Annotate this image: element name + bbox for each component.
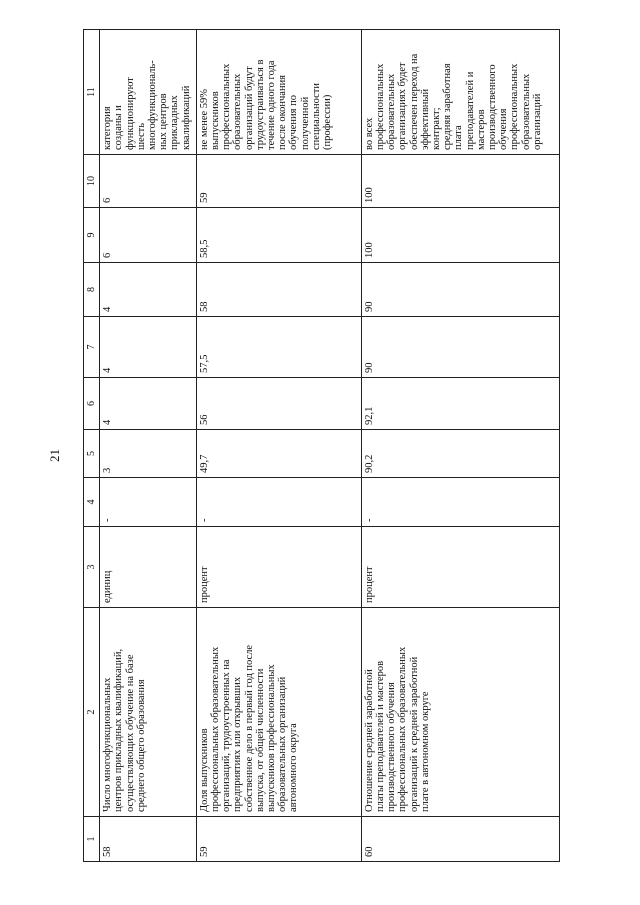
value-col9: 58,5 (196, 207, 362, 263)
value-col7: 57,5 (196, 316, 362, 378)
indicators-table: 1 2 3 4 5 6 7 8 9 10 11 58 Число многофу… (83, 29, 560, 862)
table-row: 60 Отношение средней заработной платы пр… (361, 29, 560, 862)
value-col4: - (99, 477, 197, 527)
column-header: 2 (83, 607, 100, 817)
column-header: 9 (83, 207, 100, 263)
column-header: 7 (83, 316, 100, 378)
column-header: 4 (83, 477, 100, 527)
rotated-table-frame: 1 2 3 4 5 6 7 8 9 10 11 58 Число многофу… (83, 29, 560, 862)
expected-result: не менее 59% выпускников профессиональны… (196, 29, 362, 155)
value-col4: - (196, 477, 362, 527)
value-col10: 59 (196, 154, 362, 208)
value-col10: 100 (361, 154, 560, 208)
row-number: 59 (196, 816, 362, 862)
value-col4: - (361, 477, 560, 527)
row-number: 58 (99, 816, 197, 862)
row-number: 60 (361, 816, 560, 862)
value-col5: 90,2 (361, 429, 560, 478)
value-col8: 90 (361, 262, 560, 317)
value-col5: 49,7 (196, 429, 362, 478)
column-header: 6 (83, 377, 100, 430)
unit: процент (196, 526, 362, 608)
column-header: 5 (83, 429, 100, 478)
column-number-row: 1 2 3 4 5 6 7 8 9 10 11 (83, 29, 100, 862)
table-row: 58 Число многофункциональных центров при… (99, 29, 197, 862)
indicator-name: Доля выпускников профессиональных образо… (196, 607, 362, 817)
value-col7: 4 (99, 316, 197, 378)
value-col6: 56 (196, 377, 362, 430)
indicator-name: Число многофункциональных центров прикла… (99, 607, 197, 817)
value-col6: 4 (99, 377, 197, 430)
value-col9: 100 (361, 207, 560, 263)
column-header: 8 (83, 262, 100, 317)
column-header: 3 (83, 526, 100, 608)
expected-result: категория созданы и функционируют шесть … (99, 29, 197, 155)
value-col8: 4 (99, 262, 197, 317)
value-col10: 6 (99, 154, 197, 208)
value-col8: 58 (196, 262, 362, 317)
column-header: 10 (83, 154, 100, 208)
unit: единиц (99, 526, 197, 608)
column-header: 11 (83, 29, 100, 155)
value-col5: 3 (99, 429, 197, 478)
table-row: 59 Доля выпускников профессиональных обр… (196, 29, 362, 862)
value-col9: 6 (99, 207, 197, 263)
value-col7: 90 (361, 316, 560, 378)
value-col6: 92,1 (361, 377, 560, 430)
column-header: 1 (83, 816, 100, 862)
expected-result: во всех профессиональных образовательных… (361, 29, 560, 155)
page-number: 21 (47, 449, 62, 462)
unit: процент (361, 526, 560, 608)
indicator-name: Отношение средней заработной платы препо… (361, 607, 560, 817)
